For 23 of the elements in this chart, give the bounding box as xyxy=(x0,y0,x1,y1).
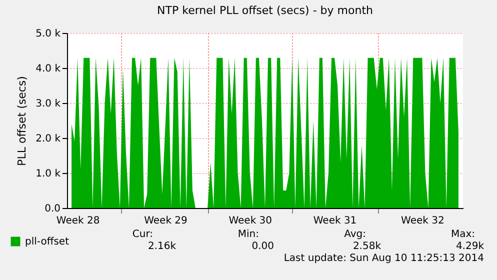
text: 0.00 xyxy=(252,241,274,252)
text: 2.16k xyxy=(148,241,176,252)
x-tick-label: Week 30 xyxy=(228,216,272,226)
text: Avg: xyxy=(344,229,366,240)
text: Cur: xyxy=(132,229,153,240)
x-tick-label: Week 29 xyxy=(144,216,188,226)
text: 2.58k xyxy=(352,241,382,252)
x-tick-label: Week 28 xyxy=(56,216,100,226)
x-tick-label: Week 32 xyxy=(401,216,444,226)
y-tick-label: 5.0 k xyxy=(36,28,61,40)
y-tick-label: 2.0 k xyxy=(36,134,61,144)
text: 4.29k xyxy=(456,241,484,252)
y-axis-title: PLL offset (secs) xyxy=(16,76,29,166)
y-tick-label: 1.0 k xyxy=(36,168,61,180)
text: Max: xyxy=(450,229,475,240)
legend-label: pll-offset xyxy=(25,236,70,248)
chart-title: NTP kernel PLL offset (secs) - by month xyxy=(157,4,374,17)
y-tick-label: 4.0 k xyxy=(36,64,61,74)
text: Last update: Sun Aug 10 11:25:13 2014 xyxy=(284,253,484,264)
y-tick-label: 3.0 k xyxy=(36,98,61,110)
x-tick-label: Week 31 xyxy=(313,216,357,226)
y-tick-label: 0.0 xyxy=(44,204,60,214)
text: Min: xyxy=(238,229,259,240)
